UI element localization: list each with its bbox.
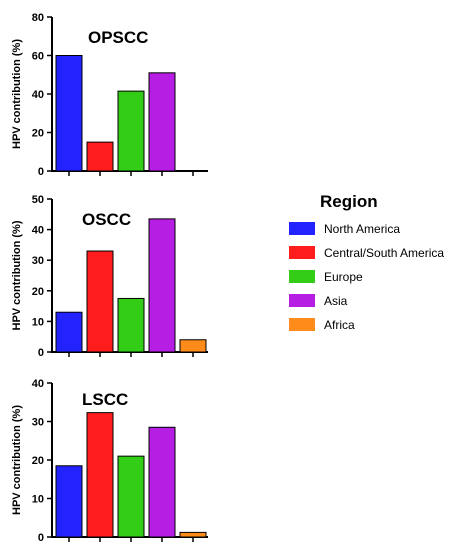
legend-item-africa: Africa: [289, 318, 355, 332]
y-tick-label: 20: [32, 455, 44, 467]
y-tick-label: 30: [32, 255, 44, 267]
bar-asia: [148, 72, 176, 172]
y-tick-label: 0: [38, 347, 44, 359]
legend-label: Central/South America: [324, 246, 444, 260]
y-axis-label: HPV contribution (%): [11, 405, 23, 515]
bar-africa: [179, 339, 207, 353]
bar-asia: [148, 218, 176, 353]
bar-north-america: [55, 311, 83, 353]
legend-item-asia: Asia: [289, 294, 348, 308]
bar-africa: [179, 531, 207, 538]
chart-panel-lscc: HPV contribution (%) 0 10 20 30 40 LSCC: [11, 378, 208, 544]
bar-asia: [148, 426, 176, 538]
chart-panel-opscc: HPV contribution (%) 0 20 40 60 80 OPSCC: [11, 12, 208, 178]
legend-title: Region: [320, 192, 378, 211]
y-tick-label: 50: [32, 194, 44, 206]
legend-label: Asia: [324, 294, 348, 308]
y-tick-label: 0: [38, 166, 44, 178]
bar-europe: [117, 90, 145, 172]
legend-label: Europe: [324, 270, 363, 284]
y-tick-label: 10: [32, 316, 44, 328]
y-tick-label: 80: [32, 12, 44, 24]
y-tick-label: 40: [32, 378, 44, 390]
y-tick-label: 20: [32, 128, 44, 140]
y-tick-label: 30: [32, 417, 44, 429]
legend-swatch: [289, 318, 315, 331]
y-axis-label: HPV contribution (%): [11, 220, 23, 330]
panel-title: LSCC: [82, 390, 128, 409]
panel-title: OPSCC: [88, 28, 148, 47]
legend-swatch: [289, 246, 315, 259]
y-tick-label: 40: [32, 225, 44, 237]
legend-items: North America Central/South America Europe…: [289, 222, 444, 332]
y-tick-label: 60: [32, 51, 44, 63]
bar-europe: [117, 455, 145, 538]
bar-europe: [117, 297, 145, 353]
legend-swatch: [289, 270, 315, 283]
legend-swatch: [289, 294, 315, 307]
bar-central-south-america: [86, 412, 114, 538]
legend-item-central-south-america: Central/South America: [289, 246, 444, 260]
legend-swatch: [289, 222, 315, 235]
legend-item-europe: Europe: [289, 270, 363, 284]
panel-title: OSCC: [82, 210, 131, 229]
legend-label: Africa: [324, 318, 355, 332]
bar-central-south-america: [86, 250, 114, 353]
y-tick-label: 20: [32, 286, 44, 298]
y-tick-label: 40: [32, 89, 44, 101]
legend: Region North America Central/South Americ…: [289, 192, 444, 332]
y-axis-label: HPV contribution (%): [11, 39, 23, 149]
chart-panel-oscc: HPV contribution (%) 0 10 20 30 40 50 OSCC: [11, 194, 208, 359]
legend-label: North America: [324, 222, 400, 236]
bar-central-south-america: [86, 141, 114, 172]
y-tick-label: 0: [38, 532, 44, 544]
bar-north-america: [55, 55, 83, 172]
y-tick-label: 10: [32, 494, 44, 506]
legend-item-north-america: North America: [289, 222, 400, 236]
bar-north-america: [55, 465, 83, 538]
